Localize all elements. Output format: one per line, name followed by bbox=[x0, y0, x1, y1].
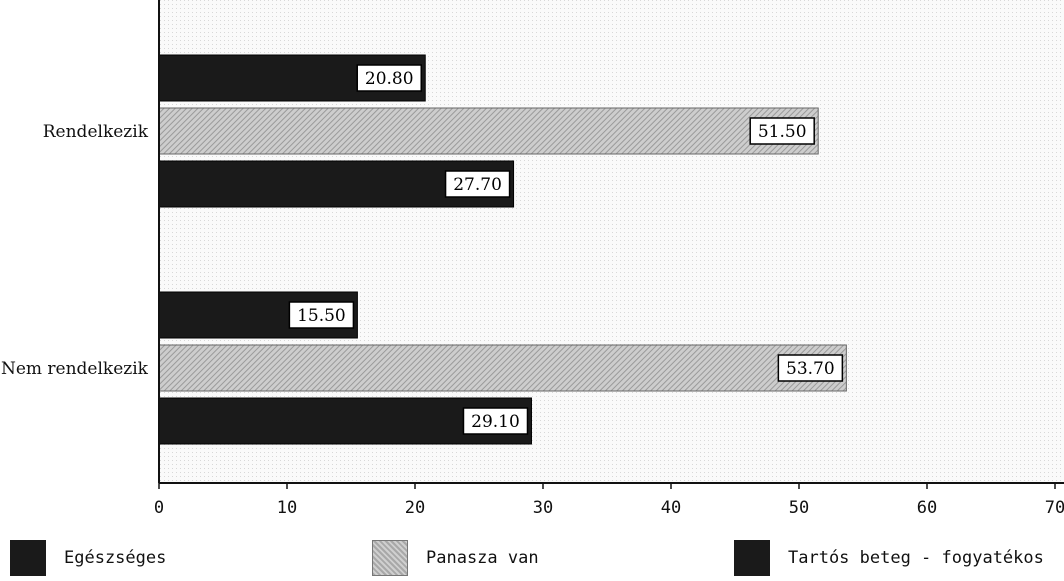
x-tick-label: 20 bbox=[405, 498, 425, 518]
data-label-box bbox=[356, 64, 422, 92]
legend-item-panasza-van: Panasza van bbox=[372, 540, 539, 576]
data-label-box bbox=[777, 354, 844, 382]
category-label: Nem rendelkezik bbox=[1, 359, 149, 379]
legend-swatch-icon bbox=[734, 540, 770, 576]
x-tick-label: 50 bbox=[789, 498, 809, 518]
x-tick-label: 0 bbox=[154, 498, 164, 518]
bar-0-1 bbox=[158, 107, 819, 155]
legend-label: Tartós beteg - fogyatékos bbox=[788, 548, 1044, 568]
category-label: Rendelkezik bbox=[43, 122, 149, 142]
data-label-box bbox=[444, 170, 511, 198]
legend-item-tartos-beteg: Tartós beteg - fogyatékos bbox=[734, 540, 1044, 576]
data-label: 27.70 bbox=[453, 175, 502, 195]
data-label: 20.80 bbox=[365, 69, 414, 89]
legend-item-egeszseges: Egészséges bbox=[10, 540, 166, 576]
legend-label: Egészséges bbox=[64, 548, 167, 568]
data-label-box bbox=[288, 301, 355, 329]
bar-chart: 20.80 51.50 27.70 15.50 53.70 29.10 0 10 20 30 40… bbox=[1, 0, 1064, 518]
legend-swatch-icon bbox=[10, 540, 46, 576]
data-label: 29.10 bbox=[471, 412, 520, 432]
legend-label: Panasza van bbox=[426, 548, 539, 568]
bar-1-1 bbox=[158, 344, 847, 392]
x-tick-label: 30 bbox=[533, 498, 553, 518]
x-tick-label: 70 bbox=[1045, 498, 1064, 518]
data-label: 15.50 bbox=[297, 306, 346, 326]
x-tick-label: 60 bbox=[917, 498, 937, 518]
data-label-box bbox=[462, 407, 529, 435]
data-label: 53.70 bbox=[786, 359, 835, 379]
legend-swatch-icon bbox=[372, 540, 408, 576]
data-label-box bbox=[749, 117, 815, 145]
x-tick-label: 40 bbox=[661, 498, 681, 518]
data-label: 51.50 bbox=[758, 122, 807, 142]
x-tick-label: 10 bbox=[277, 498, 297, 518]
